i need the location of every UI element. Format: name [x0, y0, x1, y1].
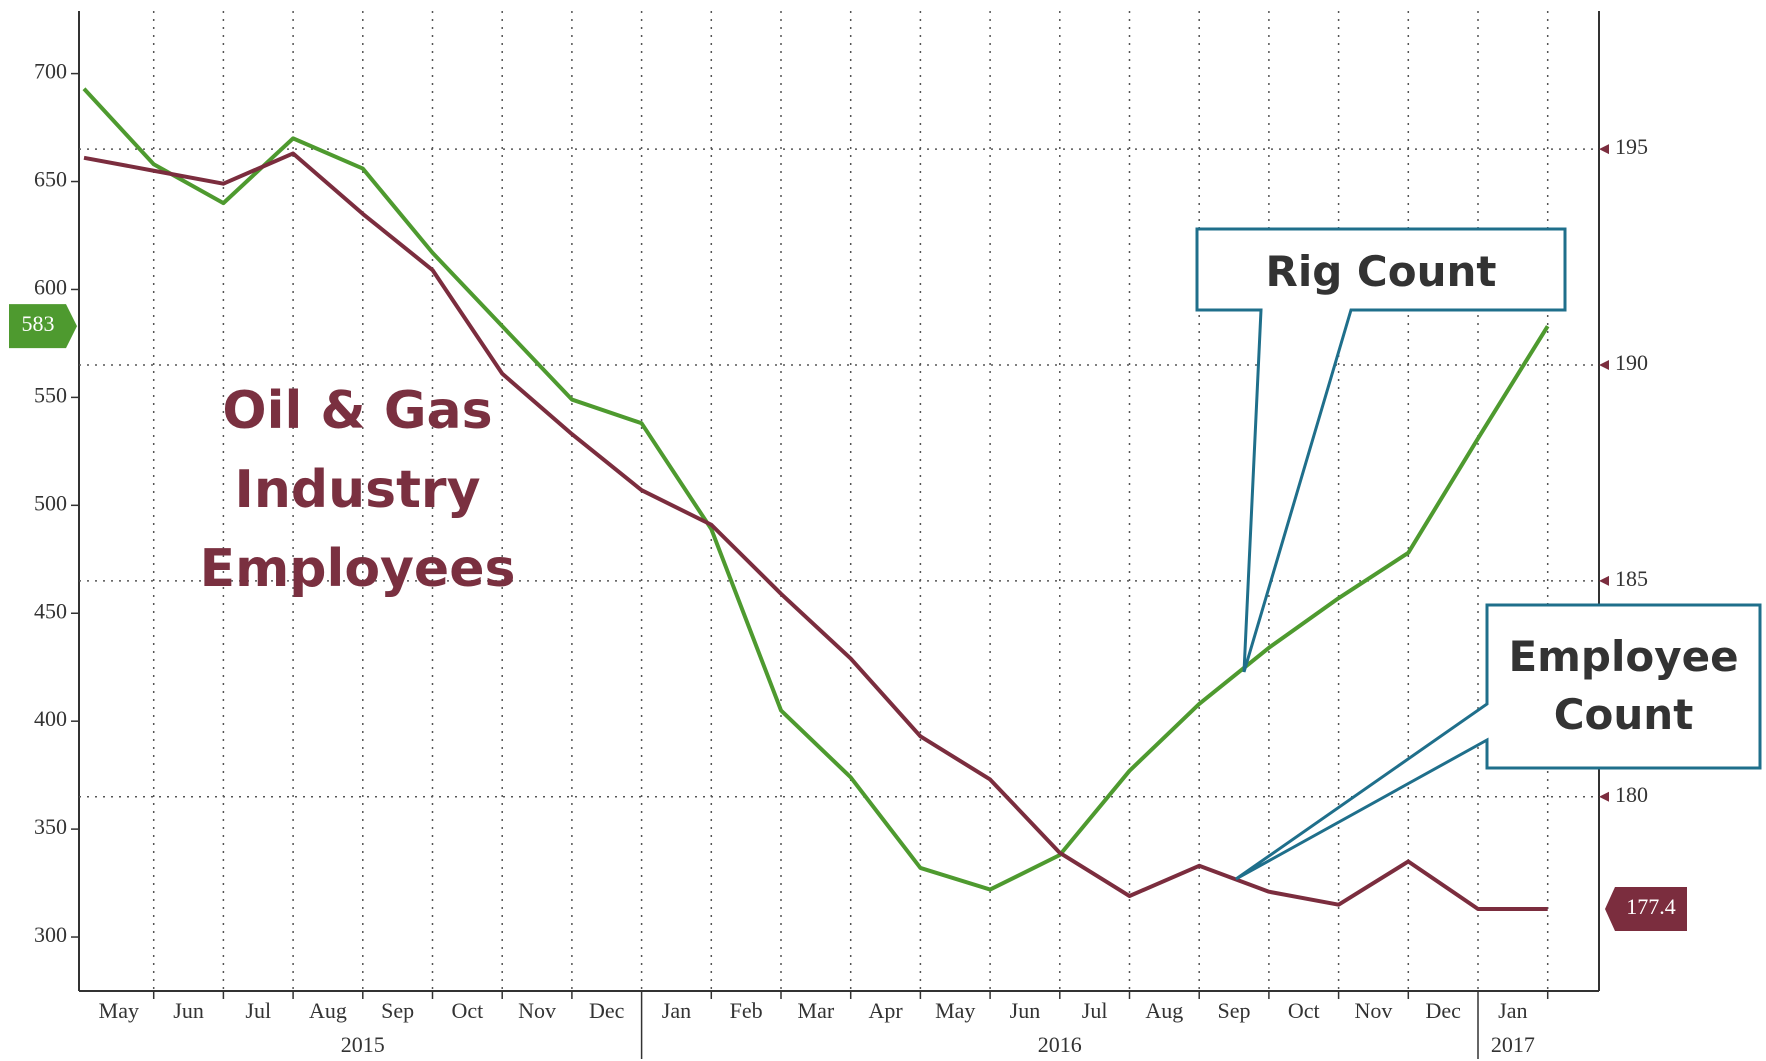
- employee-callout: [1235, 603, 1762, 881]
- x-tick-label: Jan: [662, 998, 691, 1023]
- value-badge-label: 583: [22, 311, 55, 336]
- x-tick-label: Feb: [730, 998, 763, 1023]
- value-badge: [9, 304, 77, 349]
- y-tick-label: 650: [34, 167, 67, 192]
- x-tick-label: Oct: [451, 998, 483, 1023]
- x-tick-label: Jun: [173, 998, 204, 1023]
- x-tick-label: Dec: [589, 998, 625, 1023]
- y2-tick-label: 180: [1615, 782, 1648, 807]
- year-label: 2015: [341, 1032, 385, 1057]
- y2-tick-label: 185: [1615, 566, 1648, 591]
- x-tick-label: Oct: [1288, 998, 1320, 1023]
- y2-tick: [1599, 360, 1609, 371]
- x-tick-label: Sep: [381, 998, 414, 1023]
- x-tick-label: May: [99, 998, 139, 1023]
- x-tick-label: May: [935, 998, 975, 1023]
- y-tick-label: 550: [34, 382, 67, 407]
- series-line: [82, 87, 1550, 892]
- x-tick-label: Mar: [798, 998, 835, 1023]
- rig-callout-label: Rig Count: [1265, 247, 1497, 296]
- y-tick-label: 500: [34, 490, 67, 515]
- x-tick-label: Dec: [1425, 998, 1461, 1023]
- year-label: 2017: [1491, 1032, 1535, 1057]
- value-badge-label: 177.4: [1626, 894, 1676, 919]
- annotation: Oil & Gas Industry Employees: [199, 381, 516, 599]
- x-tick-label: Jul: [1082, 998, 1108, 1023]
- y2-tick: [1599, 791, 1609, 802]
- x-tick-label: Apr: [868, 998, 903, 1023]
- y-tick-label: 400: [34, 706, 67, 731]
- x-tick-label: Nov: [518, 998, 556, 1023]
- x-tick-label: Aug: [1145, 998, 1183, 1023]
- y2-tick-label: 195: [1615, 134, 1648, 159]
- y-tick-label: 450: [34, 598, 67, 623]
- x-tick-label: Jun: [1010, 998, 1041, 1023]
- y2-tick: [1599, 144, 1609, 155]
- series-line: [83, 151, 1548, 911]
- x-tick-label: Jan: [1498, 998, 1527, 1023]
- year-label: 2016: [1038, 1032, 1082, 1057]
- y-tick-label: 350: [34, 814, 67, 839]
- employee-callout-label: Employee Count: [1508, 632, 1739, 739]
- rig-callout: [1195, 227, 1567, 673]
- x-tick-label: Sep: [1218, 998, 1251, 1023]
- y-tick-label: 300: [34, 922, 67, 947]
- y-tick-label: 700: [34, 59, 67, 84]
- x-tick-label: Aug: [309, 998, 347, 1023]
- value-badge: [1605, 886, 1687, 931]
- y2-tick-label: 190: [1615, 350, 1648, 375]
- y2-tick: [1599, 575, 1609, 586]
- x-tick-label: Jul: [245, 998, 271, 1023]
- x-tick-label: Nov: [1355, 998, 1393, 1023]
- y-tick-label: 600: [34, 275, 67, 300]
